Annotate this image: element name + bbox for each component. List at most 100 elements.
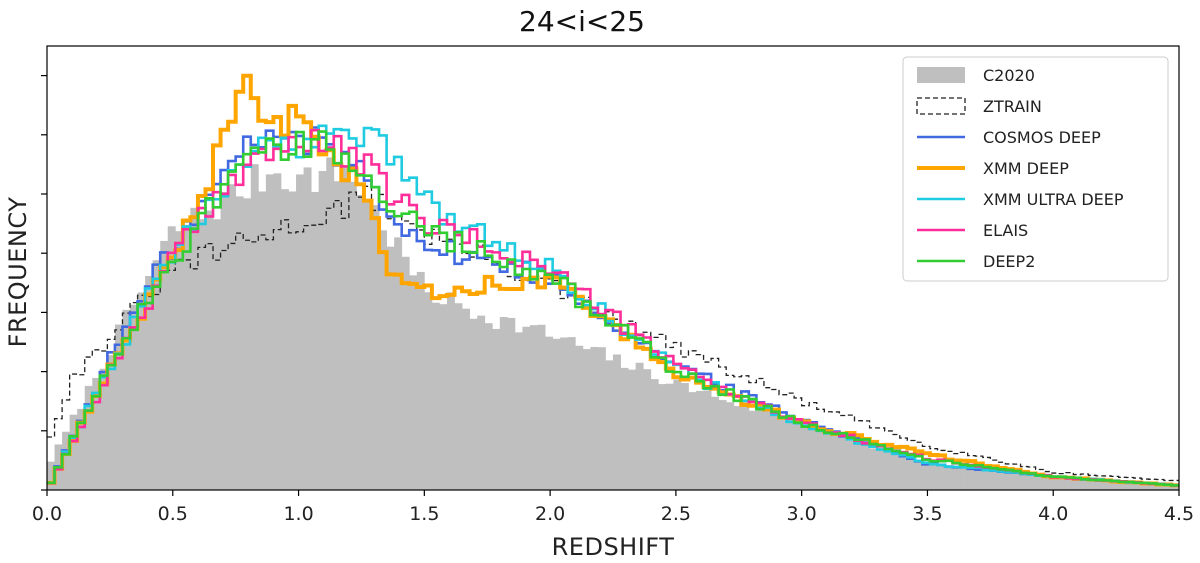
c2020-bar (514, 332, 523, 490)
c2020-bar (288, 191, 297, 490)
legend-box (902, 56, 1169, 282)
c2020-bar (492, 328, 501, 490)
c2020-bar (884, 449, 893, 490)
c2020-bar (250, 164, 259, 490)
c2020-bar (318, 170, 327, 490)
c2020-bar (130, 304, 138, 490)
c2020-bar (673, 379, 682, 490)
c2020-bar (809, 427, 818, 490)
c2020-bar (167, 226, 176, 490)
x-axis-label: REDSHIFT (552, 533, 675, 561)
c2020-bar (431, 302, 440, 490)
c2020-bar (665, 383, 674, 490)
c2020-bar (952, 467, 961, 490)
c2020-bar (1095, 479, 1104, 490)
legend-swatch (916, 97, 966, 115)
c2020-bar (333, 181, 342, 490)
c2020-bar (582, 349, 591, 490)
series-lines-layer (47, 73, 1179, 488)
c2020-bar (363, 199, 372, 490)
c2020-bar (552, 338, 561, 490)
c2020-bar (658, 384, 667, 490)
c2020-bar (718, 400, 727, 490)
c2020-bar (1111, 481, 1120, 490)
c2020-bar (311, 191, 320, 490)
c2020-bar (446, 292, 455, 490)
c2020-bar (182, 224, 191, 490)
c2020-bar (605, 360, 614, 490)
c2020-bars-layer (47, 157, 1179, 490)
c2020-bar (960, 466, 969, 490)
c2020-bar (401, 256, 410, 490)
c2020-bar (726, 402, 735, 490)
c2020-bar (273, 173, 282, 490)
c2020-bar (92, 377, 101, 490)
c2020-bar (801, 427, 810, 490)
c2020-bar (114, 324, 123, 490)
c2020-bar (1012, 471, 1021, 490)
c2020-bar (763, 410, 772, 490)
c2020-bar (243, 198, 252, 490)
c2020-bar (477, 315, 486, 490)
c2020-bar (990, 471, 999, 490)
c2020-bar (967, 467, 976, 490)
c2020-bar (575, 345, 584, 490)
c2020-bar (280, 189, 289, 490)
c2020-bar (462, 308, 471, 490)
x-tick-label: 3.5 (912, 503, 942, 525)
x-tick-label: 2.0 (535, 503, 565, 525)
y-axis-ticks (41, 74, 47, 491)
plot-frame (46, 45, 1180, 491)
c2020-bar (1073, 479, 1082, 490)
c2020-bar (1065, 478, 1074, 490)
c2020-bar (205, 210, 214, 490)
legend-item-elais: ELAIS (917, 221, 1028, 240)
c2020-bar (1171, 485, 1179, 490)
legend-item-cosmos-deep: COSMOS DEEP (917, 128, 1101, 147)
c2020-bar (190, 207, 199, 490)
c2020-bar (696, 390, 704, 490)
c2020-bar (560, 337, 569, 490)
c2020-bar (69, 414, 78, 490)
c2020-bar (469, 318, 478, 490)
series-line-ztrain (47, 185, 1179, 482)
legend-label: ELAIS (983, 221, 1028, 240)
x-tick-label: 4.5 (1164, 503, 1194, 525)
c2020-bar (997, 470, 1006, 490)
c2020-bar (1050, 476, 1059, 490)
legend-item-xmm-ultra-deep: XMM ULTRA DEEP (917, 190, 1124, 209)
x-tick-label: 4.0 (1038, 503, 1068, 525)
c2020-bar (175, 231, 184, 490)
c2020-bar (839, 434, 848, 490)
c2020-bar (703, 390, 712, 490)
c2020-bar (296, 174, 304, 490)
c2020-bar (484, 323, 493, 490)
c2020-bar (99, 368, 108, 490)
c2020-bar (507, 317, 516, 490)
c2020-bar (748, 410, 757, 490)
c2020-bar (47, 461, 55, 490)
c2020-bar (831, 431, 840, 490)
legend-item-xmm-deep: XMM DEEP (917, 159, 1069, 178)
c2020-bar (846, 440, 855, 490)
c2020-bar (1028, 473, 1037, 490)
x-tick-label: 2.5 (661, 503, 691, 525)
c2020-bar (567, 337, 576, 490)
c2020-bar (779, 419, 787, 490)
c2020-bar (1080, 479, 1089, 490)
c2020-bar (643, 369, 652, 490)
c2020-bar (929, 462, 938, 490)
c2020-bar (1058, 477, 1067, 490)
c2020-bar (235, 196, 244, 490)
c2020-bar (597, 347, 606, 490)
c2020-bar (1020, 474, 1029, 490)
c2020-bar (741, 401, 750, 490)
legend: C2020 ZTRAIN COSMOS DEEP XMM DEEP XMM ULTRA … (902, 56, 1169, 282)
c2020-bar (613, 354, 621, 490)
x-tick-label: 0.0 (32, 503, 62, 525)
c2020-bar (945, 466, 953, 490)
c2020-bar (529, 325, 538, 490)
c2020-bar (303, 167, 312, 490)
c2020-bar (416, 271, 425, 490)
c2020-bar (937, 463, 946, 490)
